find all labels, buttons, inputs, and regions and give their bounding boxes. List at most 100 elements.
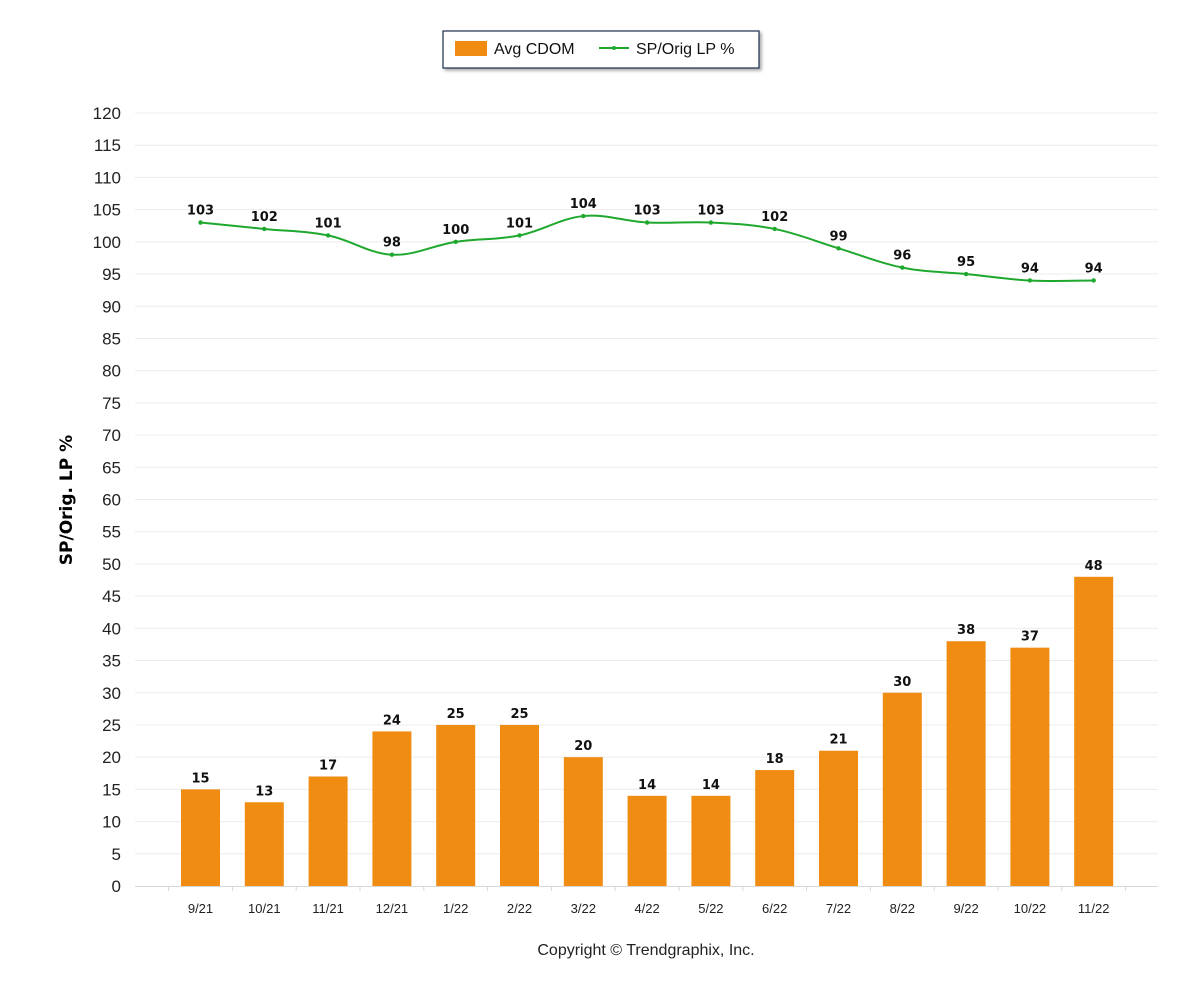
- line-point-sp-orig-lp[interactable]: [708, 220, 714, 225]
- line-point-sp-orig-lp[interactable]: [389, 252, 395, 257]
- line-point-sp-orig-lp[interactable]: [581, 213, 586, 219]
- bar-avg-cdom[interactable]: [755, 770, 795, 886]
- y-tick-label: 55: [102, 523, 121, 542]
- x-tick-label: 11/22: [1078, 901, 1110, 916]
- line-data-label: 94: [1085, 261, 1103, 276]
- bar-data-label: 30: [893, 675, 911, 690]
- legend[interactable]: Avg CDOM SP/Orig LP %: [442, 30, 760, 69]
- line-series-sp-orig-lp: [198, 213, 1096, 283]
- y-tick-label: 10: [102, 813, 121, 832]
- y-tick-label: 95: [102, 265, 121, 284]
- bar-avg-cdom[interactable]: [181, 789, 220, 886]
- line-data-label: 101: [315, 216, 342, 231]
- x-tick-label: 9/21: [188, 901, 213, 916]
- legend-label-avg-cdom: Avg CDOM: [494, 41, 575, 58]
- line-data-label: 103: [187, 204, 214, 219]
- legend-swatch-avg-cdom: [455, 41, 487, 56]
- bar-avg-cdom[interactable]: [563, 757, 603, 886]
- x-tick-label: 3/22: [571, 901, 596, 916]
- y-tick-label: 120: [93, 104, 121, 123]
- line-point-sp-orig-lp[interactable]: [1091, 278, 1096, 283]
- bar-avg-cdom[interactable]: [882, 692, 922, 886]
- y-tick-label: 110: [94, 168, 121, 187]
- line-data-label: 96: [893, 249, 911, 264]
- line-data-label: 101: [506, 216, 533, 231]
- gridlines: [135, 112, 1158, 855]
- y-tick-label: 45: [102, 587, 121, 606]
- line-point-sp-orig-lp[interactable]: [453, 239, 458, 245]
- line-point-sp-orig-lp[interactable]: [900, 265, 905, 270]
- y-tick-label: 70: [102, 426, 121, 445]
- bar-data-label: 25: [447, 707, 465, 722]
- x-tick-label: 6/22: [762, 901, 787, 916]
- bar-avg-cdom[interactable]: [627, 795, 667, 886]
- x-tick-label: 7/22: [826, 901, 851, 916]
- y-tick-label: 5: [112, 845, 121, 864]
- y-tick-label: 90: [102, 297, 121, 316]
- bar-avg-cdom[interactable]: [1010, 647, 1050, 886]
- line-point-sp-orig-lp[interactable]: [963, 271, 969, 277]
- line-point-sp-orig-lp[interactable]: [325, 233, 331, 238]
- y-tick-label: 50: [102, 555, 121, 574]
- bar-data-label: 14: [702, 778, 720, 793]
- bar-data-label: 17: [319, 758, 337, 773]
- y-tick-label: 35: [102, 652, 121, 671]
- legend-box: [442, 30, 760, 69]
- bar-avg-cdom[interactable]: [946, 641, 986, 886]
- y-axis-title: SP/Orig. LP %: [57, 435, 77, 565]
- y-tick-label: 65: [102, 458, 121, 477]
- bar-data-label: 20: [574, 739, 592, 754]
- y-tick-label: 80: [102, 362, 121, 381]
- x-tick-label: 4/22: [634, 901, 659, 916]
- bar-avg-cdom[interactable]: [819, 750, 858, 886]
- line-point-sp-orig-lp[interactable]: [262, 226, 267, 232]
- bar-avg-cdom[interactable]: [691, 795, 731, 886]
- y-tick-label: 60: [102, 491, 121, 510]
- line-data-label: 100: [442, 223, 469, 238]
- x-tick-label: 11/21: [312, 901, 344, 916]
- y-tick-label: 20: [102, 748, 121, 767]
- bar-avg-cdom[interactable]: [1074, 576, 1114, 886]
- y-tick-label: 105: [93, 201, 121, 220]
- bar-data-label: 37: [1021, 630, 1039, 645]
- x-tick-label: 2/22: [507, 901, 532, 916]
- line-point-sp-orig-lp[interactable]: [772, 226, 777, 232]
- x-tick-label: 1/22: [443, 901, 468, 916]
- line-point-sp-orig-lp[interactable]: [836, 246, 841, 251]
- x-tick-label: 10/22: [1014, 901, 1047, 916]
- legend-label-sp-orig-lp: SP/Orig LP %: [636, 41, 734, 58]
- bar-data-label: 24: [383, 713, 401, 728]
- bar-avg-cdom[interactable]: [308, 776, 348, 886]
- y-axis-ticks: 0 5 10 15 20 25 30 35 40 45 50 55 60 65 70 75 80 85 90 95 10…: [93, 104, 121, 896]
- bar-avg-cdom[interactable]: [500, 724, 539, 886]
- line-point-sp-orig-lp[interactable]: [517, 233, 522, 238]
- y-tick-label: 100: [93, 233, 121, 252]
- y-tick-label: 30: [102, 684, 121, 703]
- y-tick-label: 25: [102, 716, 121, 735]
- line-point-sp-orig-lp[interactable]: [198, 220, 203, 225]
- line-data-label: 95: [957, 255, 975, 270]
- x-tick-label: 5/22: [698, 901, 723, 916]
- bar-data-label: 38: [957, 623, 975, 638]
- line-data-label: 94: [1021, 261, 1039, 276]
- line-data-label: 102: [251, 210, 278, 225]
- x-tick-label: 12/21: [376, 901, 409, 916]
- bar-avg-cdom[interactable]: [436, 724, 476, 886]
- bar-avg-cdom[interactable]: [244, 802, 284, 886]
- x-axis-ticks: 9/21 10/21 11/21 12/21 1/22 2/22 3/22 4/22 5/22 6…: [168, 886, 1127, 916]
- bar-data-label: 21: [829, 733, 847, 748]
- y-tick-label: 0: [112, 877, 121, 896]
- line-data-label: 103: [634, 204, 661, 219]
- legend-marker-sp-orig-lp: [612, 46, 616, 50]
- y-tick-label: 75: [102, 394, 121, 413]
- bar-data-label: 25: [510, 707, 528, 722]
- bar-data-label: 48: [1085, 559, 1103, 574]
- line-point-sp-orig-lp[interactable]: [644, 220, 650, 225]
- line-point-sp-orig-lp[interactable]: [1027, 278, 1033, 283]
- x-tick-label: 9/22: [953, 901, 978, 916]
- copyright-text: Copyright © Trendgraphix, Inc.: [537, 942, 754, 959]
- bar-avg-cdom[interactable]: [372, 731, 412, 886]
- y-tick-label: 15: [102, 780, 121, 799]
- line-data-label: 102: [761, 210, 788, 225]
